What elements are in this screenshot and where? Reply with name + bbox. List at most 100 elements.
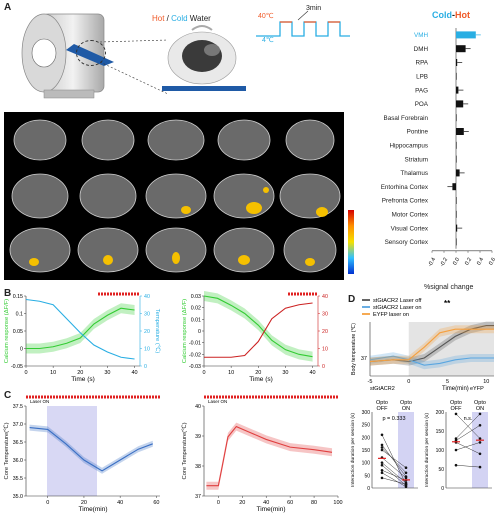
period-pointer	[297, 10, 309, 21]
bar-x-tick-label: 0.0	[452, 257, 461, 267]
bar-mark	[456, 100, 464, 108]
x-tick-label: 0	[202, 370, 205, 376]
x-tick-label: 40	[117, 500, 123, 506]
bar-category-label: POA	[415, 101, 429, 108]
bar-category-label: PAG	[415, 87, 428, 94]
series-line	[369, 355, 494, 366]
x-tick-label: 10	[483, 379, 489, 385]
y-axis-label: Interaction duration per session (s)	[350, 413, 356, 487]
chart-b-right: 0 10 20 30 40 Time (s) -0.03 -0.02 -0.01 0 0.01 0.0…	[182, 291, 328, 383]
data-point	[478, 452, 482, 456]
y-right-tick-label: 20	[144, 329, 150, 335]
data-point	[478, 465, 482, 469]
pair-line	[455, 413, 481, 439]
y-tick-label: -0.05	[11, 364, 23, 370]
opto-on-shade	[398, 412, 414, 488]
laser-on-annotation: Laser ON	[208, 399, 227, 404]
y-tick-label: -0.03	[189, 364, 201, 370]
bar-category-label: VMH	[414, 32, 428, 39]
stim-period-label: 3min	[306, 5, 322, 12]
stim-low-label: 4℃	[262, 37, 274, 44]
panel-label-c: C	[4, 390, 12, 401]
y-axis-label: Calcium response (ΔF/F)	[4, 299, 10, 364]
mri-slice-grid	[4, 112, 344, 280]
bar-x-tick-label: 0.4	[476, 257, 485, 267]
category-label: Opto	[376, 400, 388, 406]
y-axis-label: Core Temperature(℃)	[181, 422, 188, 479]
bar-x-tick-label: -0.4	[427, 257, 437, 268]
y-right-tick-label: 20	[322, 329, 328, 335]
y-tick-label: 0.05	[13, 329, 23, 335]
stat-annotation: p = 0.333	[382, 416, 405, 422]
x-tick-label: 80	[311, 500, 317, 506]
data-point	[380, 463, 384, 467]
x-tick-label: 0	[217, 500, 220, 506]
x-tick-label: 30	[104, 370, 110, 376]
bar-mark	[456, 72, 457, 80]
y-tick-label: 200	[436, 410, 445, 416]
bar-x-tick-label: 0.6	[488, 257, 496, 267]
colorbar	[348, 210, 354, 274]
pair-line	[381, 477, 407, 485]
chart-d-bottom-right: 0 50 100 150 200 Interaction duration per ses…	[424, 400, 492, 492]
x-tick-label: 40	[132, 370, 138, 376]
water-legend: Hot / Cold Water	[152, 14, 211, 23]
y-right-tick-label: 0	[144, 364, 147, 370]
y-tick-label: 0.01	[191, 317, 201, 323]
pair-line	[381, 447, 407, 473]
pair-line	[381, 434, 407, 485]
data-point	[404, 482, 408, 486]
bar-chart-svg: VMH DMH RPA LPB PAG POA Basal Forebrain Pontine…	[381, 28, 497, 268]
hot-label: Hot	[152, 14, 165, 23]
category-label: Opto	[400, 400, 412, 406]
pair-line	[381, 472, 407, 487]
y-right-tick-label: 10	[144, 347, 150, 353]
x-tick-label: 20	[255, 370, 261, 376]
y-tick-label: 0.03	[191, 294, 201, 300]
panel-label-b: B	[4, 288, 12, 299]
y-tick-label: 37	[195, 494, 201, 500]
data-point	[404, 471, 408, 475]
bar-chart-title: Cold-Hot	[432, 10, 470, 20]
bar-x-tick-label: -0.2	[439, 257, 449, 268]
bar-category-label: Striatum	[405, 156, 428, 163]
panel-label-a: A	[4, 2, 12, 13]
y-tick-label: 0	[367, 486, 370, 492]
y-tick-label: 36.5	[13, 440, 23, 446]
y-tick-label: 200	[362, 435, 371, 441]
y-tick-label: 100	[436, 448, 445, 454]
category-label: Opto	[474, 400, 486, 406]
x-tick-label: 30	[282, 370, 288, 376]
bar-mark	[456, 197, 457, 204]
y-tick-label: 300	[362, 410, 371, 416]
data-point	[478, 437, 482, 440]
y-tick-label: 250	[362, 423, 371, 429]
chart-d-bottom-left: 0 50 100 150 200 250 300 Interaction duration p…	[350, 400, 418, 492]
stim-waveform	[256, 21, 350, 37]
y-tick-label: 36.0	[13, 458, 23, 464]
category-label: OFF	[451, 406, 463, 412]
bar-category-label: Entorhina Cortex	[381, 184, 429, 191]
y-tick-label: 50	[438, 467, 444, 473]
legend-label: stGtACR2 Laser off	[373, 298, 422, 304]
data-point	[454, 439, 458, 442]
y-tick-label: 0	[198, 329, 201, 335]
bar-category-label: Visual Cortex	[391, 225, 429, 232]
x-tick-label: 10	[228, 370, 234, 376]
x-tick-label: 5	[446, 379, 449, 385]
x-tick-label: 40	[263, 500, 269, 506]
x-tick-label: 20	[77, 370, 83, 376]
series-band	[26, 303, 135, 354]
opto-on-shade	[472, 412, 488, 488]
x-tick-label: 10	[50, 370, 56, 376]
bar-mark	[456, 224, 458, 232]
data-point	[380, 448, 384, 452]
cold-label: Cold	[171, 14, 188, 23]
y-tick-label: 0.15	[13, 294, 23, 300]
rat-coil-illustration	[162, 25, 246, 91]
y-tick-label: 38	[195, 464, 201, 470]
bar-category-label: Basal Forebrain	[384, 115, 429, 122]
y-right-tick-label: 40	[144, 294, 150, 300]
x-tick-label: 0	[46, 500, 49, 506]
